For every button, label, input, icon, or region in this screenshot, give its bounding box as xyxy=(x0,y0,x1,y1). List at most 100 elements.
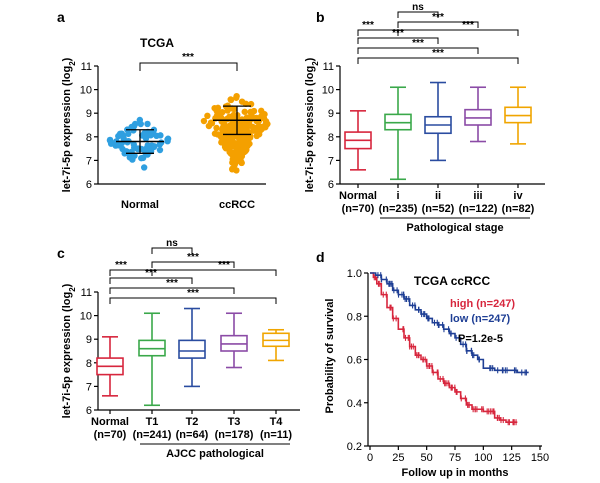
panel-d-x-tick-label: 25 xyxy=(392,452,404,464)
panel-a-point-normal xyxy=(125,130,132,138)
panel-b-sig-bracket xyxy=(357,47,479,54)
panel-c-xlabel: AJCC pathological xyxy=(166,448,264,460)
panel-a-point-ccrcc xyxy=(213,124,220,132)
panel-a-point-ccrcc xyxy=(229,156,237,164)
panel-a-point-ccrcc xyxy=(226,134,233,141)
panel-a-point-ccrcc xyxy=(243,146,250,154)
panel-c-sig-label: *** xyxy=(115,260,127,271)
panel-b-y-tick-label: 8 xyxy=(328,132,334,144)
panel-a-point-ccrcc xyxy=(221,135,228,142)
panel-a-point-normal xyxy=(144,142,151,149)
panel-c-x-label: T4 xyxy=(270,416,284,428)
panel-a-point-ccrcc xyxy=(232,118,239,125)
panel-b-x-label: iii xyxy=(473,190,482,202)
panel-a-point-ccrcc xyxy=(224,107,231,114)
panel-a-point-ccrcc xyxy=(250,127,257,134)
panel-a-point-ccrcc xyxy=(242,126,249,133)
panel-b-x-label: Normal xyxy=(339,190,377,202)
panel-a-y-tick-label: 11 xyxy=(81,61,92,73)
panel-a-sig-label: *** xyxy=(182,52,194,63)
panel-b-x-n: (n=122) xyxy=(459,203,498,215)
panel-b-box-iii xyxy=(464,86,492,143)
panel-a-y-tick-label: 6 xyxy=(86,179,92,191)
panel-a-point-ccrcc xyxy=(200,117,208,125)
panel-d-y-tick-label: 0.4 xyxy=(347,398,362,410)
panel-c-y-tick-label: 6 xyxy=(86,405,92,417)
panel-c-y-tick-label: 8 xyxy=(86,358,92,370)
panel-a-point-normal xyxy=(131,120,139,128)
panel-c-x-n: (n=178) xyxy=(215,429,254,441)
panel-b-box-i xyxy=(384,86,412,181)
panel-a-point-ccrcc xyxy=(233,94,240,101)
panel-a-point-ccrcc xyxy=(219,109,226,116)
panel-c-x-label: T3 xyxy=(228,416,241,428)
panel-b-box-ii xyxy=(424,81,452,162)
panel-b-sig-bracket xyxy=(397,21,479,28)
panel-a-y-tick-label: 9 xyxy=(86,108,92,120)
panel-a-point-ccrcc xyxy=(226,147,234,154)
panel-b-box-iv xyxy=(504,86,532,145)
panel-label-c: c xyxy=(57,245,65,261)
panel-a-point-ccrcc xyxy=(231,161,238,169)
panel-c-x-n: (n=11) xyxy=(260,429,292,441)
panel-d-y-tick-label: 0.6 xyxy=(347,355,362,367)
panel-d-y-tick-label: 0.2 xyxy=(347,441,362,453)
panel-a-x-label: ccRCC xyxy=(219,199,255,211)
panel-a-title: TCGA xyxy=(140,36,174,50)
panel-a-point-normal xyxy=(106,137,114,144)
panel-a-point-ccrcc xyxy=(241,141,248,148)
panel-a-point-ccrcc xyxy=(237,122,245,129)
panel-b-xlabel: Pathological stage xyxy=(406,222,503,234)
panel-label-a: a xyxy=(57,9,65,25)
panel-b-y-tick-label: 10 xyxy=(322,85,334,97)
panel-a-point-ccrcc xyxy=(227,96,234,103)
panel-c-box-t4 xyxy=(262,328,290,362)
panel-c-sig-bracket xyxy=(151,269,277,276)
panel-a-point-normal xyxy=(142,135,150,142)
panel-b-x-n: (n=82) xyxy=(502,203,535,215)
panel-d-pvalue: P=1.2e-5 xyxy=(458,333,503,345)
panel-d-x-tick-label: 0 xyxy=(367,452,373,464)
panel-a-point-ccrcc xyxy=(226,113,233,120)
panel-a-point-ccrcc xyxy=(234,156,241,163)
panel-a-point-normal xyxy=(144,120,151,128)
panel-b-sig-bracket xyxy=(357,57,519,64)
panel-b-sig-label: *** xyxy=(392,28,404,39)
panel-b-x-label: ii xyxy=(435,190,441,202)
panel-label-b: b xyxy=(316,9,325,25)
panel-d-legend-low: low (n=247) xyxy=(450,313,511,325)
box-iqr xyxy=(178,339,206,359)
panel-a-y-tick-label: 8 xyxy=(86,132,92,144)
panel-c-sig-bracket xyxy=(151,247,193,254)
panel-c-box-t3 xyxy=(220,312,248,369)
panel-a-point-ccrcc xyxy=(213,107,220,115)
panel-a-point-ccrcc xyxy=(223,124,230,131)
panel-a-point-ccrcc xyxy=(243,114,251,121)
panel-c-sig-label: *** xyxy=(218,260,230,271)
panel-c-x-n: (n=64) xyxy=(176,429,209,441)
panel-c-box-t1 xyxy=(138,312,166,407)
panel-a-point-normal xyxy=(156,146,164,154)
panel-c-y-tick-label: 10 xyxy=(80,311,92,323)
panel-a-point-ccrcc xyxy=(234,146,241,153)
panel-a-point-ccrcc xyxy=(204,112,211,120)
panel-d-title: TCGA ccRCC xyxy=(414,274,491,288)
panel-d-y-tick-label: 0.8 xyxy=(347,311,362,323)
panel-d-curve-high xyxy=(370,272,518,424)
panel-d-x-tick-label: 75 xyxy=(449,452,461,464)
panel-c-x-label: T2 xyxy=(186,416,199,428)
panel-d-x-tick-label: 50 xyxy=(421,452,433,464)
panel-c-sig-label: *** xyxy=(187,288,199,299)
panel-a-point-ccrcc xyxy=(258,125,265,133)
panel-c-sig-label: *** xyxy=(166,278,178,289)
panel-b-y-tick-label: 7 xyxy=(328,155,334,167)
panel-c-sig-label: *** xyxy=(187,252,199,263)
panel-d-xlabel: Follow up in months xyxy=(402,467,509,479)
panel-a-point-normal xyxy=(131,152,138,159)
panel-a-point-ccrcc xyxy=(241,108,248,115)
panel-b-sig-label: *** xyxy=(412,38,424,49)
panel-b-sig-label: ns xyxy=(412,2,424,13)
panel-a-point-normal xyxy=(138,145,145,153)
panel-b-x-n: (n=235) xyxy=(379,203,418,215)
